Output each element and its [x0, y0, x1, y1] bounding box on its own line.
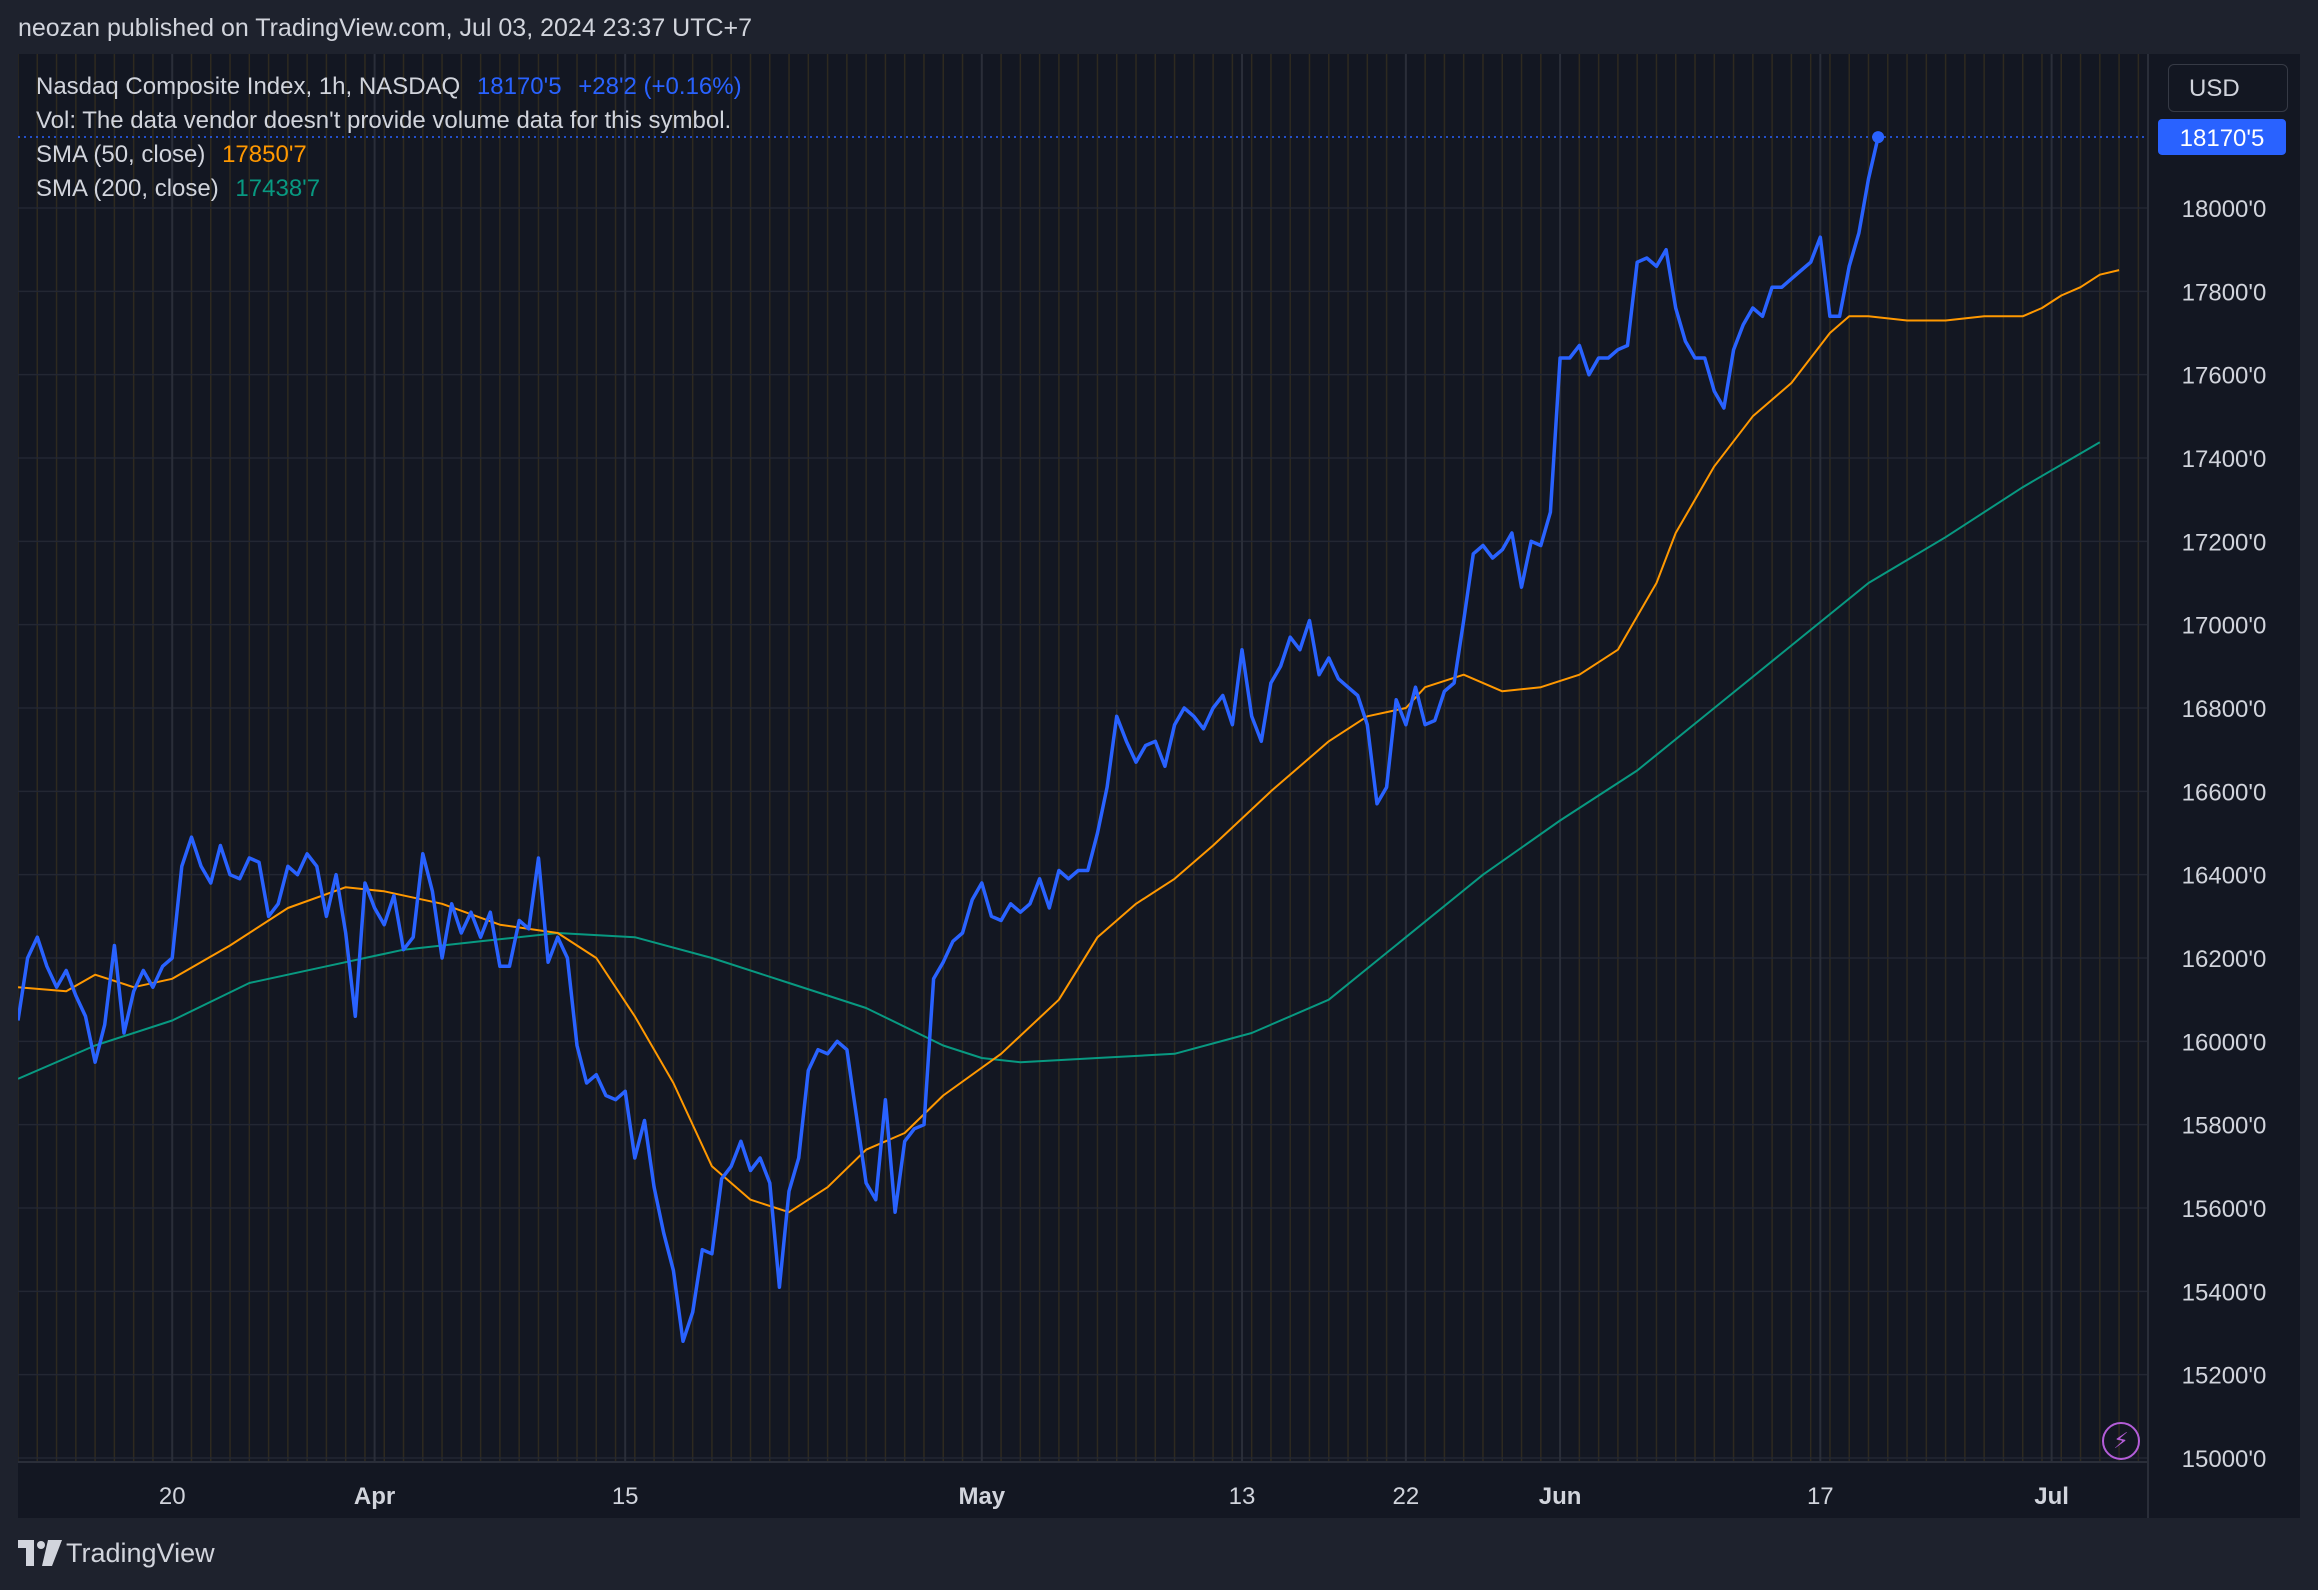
y-tick-label: 17800'0	[2182, 279, 2267, 306]
last-price-marker: 18170'5	[18, 118, 2286, 155]
legend-price: 18170'5	[476, 73, 562, 100]
lightning-icon[interactable]: ⚡	[2102, 1422, 2140, 1460]
publisher-bar: neozan published on TradingView.com, Jul…	[0, 0, 2318, 54]
y-tick-label: 16200'0	[2182, 946, 2267, 973]
y-tick-label: 17000'0	[2182, 613, 2267, 640]
y-tick-label: 16800'0	[2182, 696, 2267, 723]
price-line[interactable]	[18, 136, 1880, 1344]
footer-bar: TradingView	[0, 1518, 2318, 1590]
last-price-dot	[1872, 131, 1885, 144]
chart-area[interactable]: 15000'0 15200'0 15400'0 15600'0 15800'0 16000…	[18, 54, 2300, 1518]
y-tick-label: 15200'0	[2182, 1363, 2267, 1390]
y-tick-label: 16600'0	[2182, 779, 2267, 806]
x-tick-label: 13	[1229, 1483, 1256, 1510]
legend-sma50-label[interactable]: SMA (50, close)	[36, 141, 206, 168]
grid-lines	[18, 54, 2148, 1462]
sma200-line[interactable]	[18, 441, 2101, 1080]
last-price-label: 18170'5	[2180, 125, 2265, 152]
x-tick-label: Apr	[354, 1483, 395, 1510]
currency-button[interactable]: USD	[2168, 64, 2288, 112]
y-tick-label: 15000'0	[2182, 1446, 2267, 1473]
y-axis-labels: 15000'0 15200'0 15400'0 15600'0 15800'0 16000…	[2182, 196, 2267, 1473]
legend-sma50-value: 17850'7	[222, 141, 307, 168]
legend-change: +28'2 (+0.16%)	[578, 73, 742, 100]
y-tick-label: 17200'0	[2182, 529, 2267, 556]
tradingview-brand[interactable]: TradingView	[66, 1538, 215, 1568]
y-tick-label: 18000'0	[2182, 196, 2267, 223]
legend-sma200-label[interactable]: SMA (200, close)	[36, 175, 219, 202]
x-tick-label: 22	[1393, 1483, 1420, 1510]
y-tick-label: 16000'0	[2182, 1029, 2267, 1056]
y-tick-label: 15600'0	[2182, 1196, 2267, 1223]
tradingview-logo-icon[interactable]	[18, 1540, 62, 1566]
x-tick-label: Jul	[2034, 1483, 2069, 1510]
x-tick-label: Jun	[1539, 1483, 1582, 1510]
y-tick-label: 17600'0	[2182, 363, 2267, 390]
price-chart[interactable]: 15000'0 15200'0 15400'0 15600'0 15800'0 16000…	[18, 54, 2300, 1518]
x-axis-labels: 20 Apr 15 May 13 22 Jun 17 Jul	[159, 1483, 2069, 1510]
legend-volume-note: Vol: The data vendor doesn't provide vol…	[36, 107, 732, 134]
x-tick-label: 15	[612, 1483, 639, 1510]
sma50-line[interactable]	[18, 269, 2120, 1214]
publisher-text: neozan published on TradingView.com, Jul…	[18, 14, 753, 42]
y-tick-label: 15400'0	[2182, 1279, 2267, 1306]
y-tick-label: 15800'0	[2182, 1113, 2267, 1140]
y-tick-label: 17400'0	[2182, 446, 2267, 473]
series-lines	[18, 136, 2120, 1344]
x-tick-label: 17	[1807, 1483, 1834, 1510]
last-price-tag	[2158, 118, 2286, 155]
x-tick-label: 20	[159, 1483, 186, 1510]
x-tick-label: May	[958, 1483, 1005, 1510]
y-tick-label: 16400'0	[2182, 863, 2267, 890]
session-separators	[18, 54, 2140, 1462]
legend-symbol-title[interactable]: Nasdaq Composite Index, 1h, NASDAQ	[36, 73, 461, 100]
chart-legend: Nasdaq Composite Index, 1h, NASDAQ 18170…	[36, 70, 742, 206]
legend-sma200-value: 17438'7	[235, 175, 321, 202]
